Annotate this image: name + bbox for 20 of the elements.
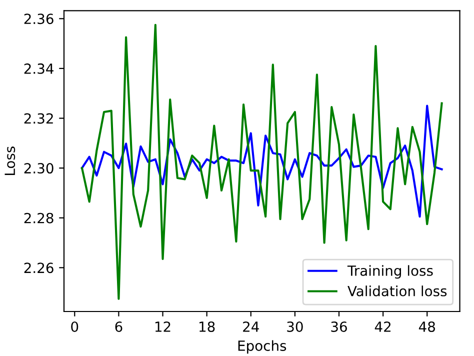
x-axis-title: Epochs: [238, 340, 286, 354]
y-tick-label: 2.26: [24, 262, 54, 274]
y-tick-label: 2.36: [24, 14, 54, 24]
y-tick-label: 2.32: [24, 113, 53, 124]
x-tick-label: 42: [374, 321, 390, 332]
y-tick-label: 2.28: [24, 212, 54, 224]
x-tick-label: 48: [418, 321, 435, 332]
x-tick-label: 0: [71, 321, 78, 332]
y-axis-title: Loss: [4, 146, 16, 175]
legend-label: Validation loss: [348, 286, 447, 296]
x-tick-label: 30: [287, 321, 303, 332]
x-tick-label: 18: [200, 321, 215, 332]
x-tick-label: 12: [155, 321, 170, 332]
legend-label: Training loss: [347, 265, 433, 279]
y-tick-label: 2.30: [24, 163, 54, 174]
y-tick-label: 2.34: [24, 63, 54, 74]
x-tick-label: 36: [331, 321, 347, 332]
x-tick-label: 6: [115, 321, 122, 332]
line-series: [80, 104, 443, 218]
x-tick-label: 24: [243, 321, 259, 332]
